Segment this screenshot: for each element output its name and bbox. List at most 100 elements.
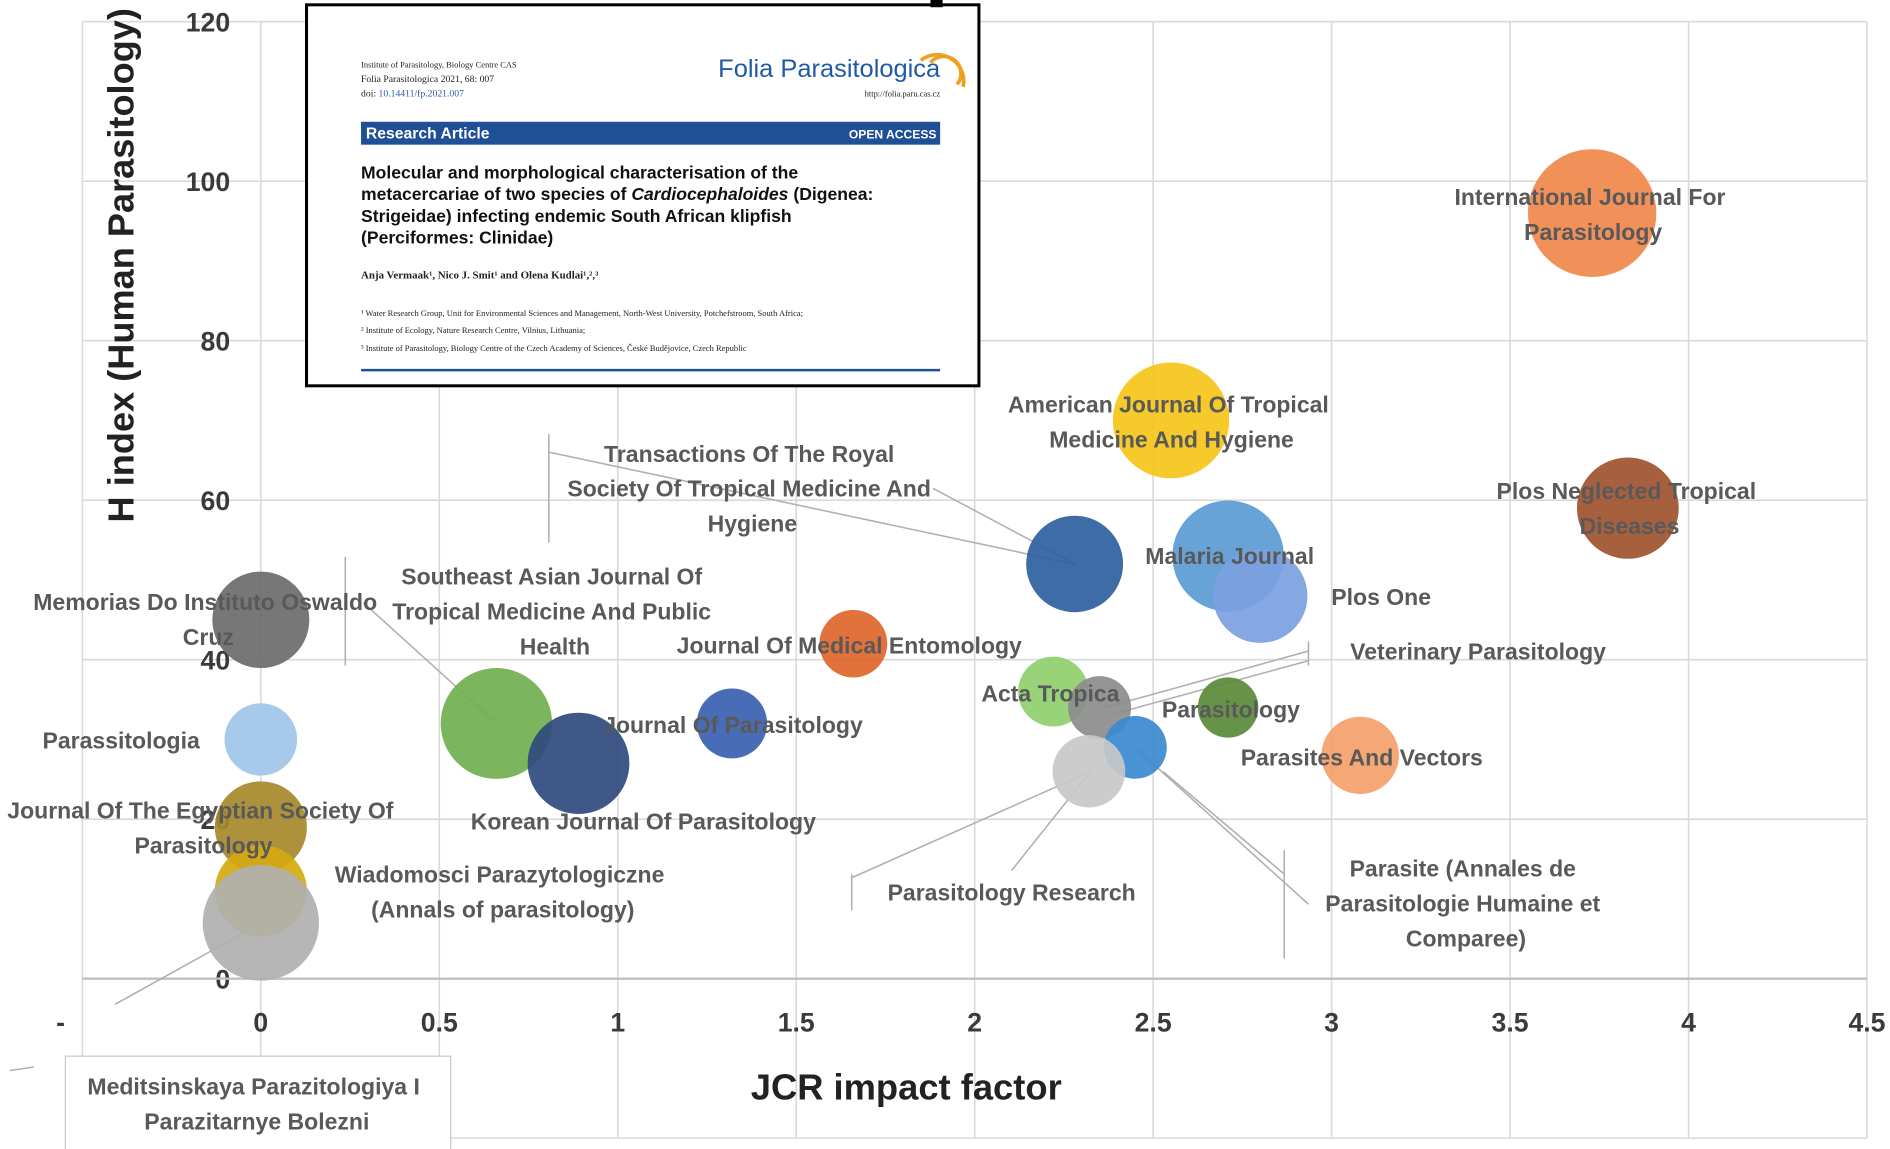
label-line: Parasitology xyxy=(1162,696,1300,722)
title-line: Molecular and morphological characterisa… xyxy=(361,162,798,182)
bubble xyxy=(1528,149,1656,277)
label-box xyxy=(65,1056,450,1149)
y-tick-label: 60 xyxy=(201,486,231,516)
label-line: Transactions Of The Royal xyxy=(604,441,901,467)
leader-line xyxy=(1136,749,1308,905)
label-line: Korean Journal Of Parasitology xyxy=(471,809,816,835)
journal-url: http://folia.paru.cas.cz xyxy=(865,88,941,98)
label-line: Parassitologia xyxy=(43,728,201,754)
doi-link: 10.14411/fp.2021.007 xyxy=(379,88,465,99)
leader-line xyxy=(549,452,1076,564)
affiliation: ¹ Water Research Group, Unit for Environ… xyxy=(361,308,803,318)
label-line: American Journal Of Tropical xyxy=(1008,391,1335,417)
bubble-label: Journal Of Parasitology xyxy=(603,712,863,738)
y-axis-title: H index (Human Parasitology) xyxy=(100,8,141,522)
page: {"chart_data": { "type": "bubble", "x_la… xyxy=(0,0,1890,1149)
label-line: Journal Of Parasitology xyxy=(603,712,863,738)
affiliation: ² Institute of Ecology, Nature Research … xyxy=(361,325,585,335)
authors: Anja Vermaak¹, Nico J. Smit¹ and Olena K… xyxy=(361,270,599,282)
article-inset: Institute of Parasitology, Biology Centr… xyxy=(307,0,979,386)
bubble-label: Acta Tropica xyxy=(981,681,1119,707)
bubble xyxy=(224,703,297,775)
label-line: Journal Of The Egyptian Society Of xyxy=(7,798,399,824)
label-line: Tropical Medicine And Public xyxy=(392,599,717,625)
bubble-label: Memorias Do Instituto Oswaldo Cruz xyxy=(33,589,383,650)
y-tick-label: 120 xyxy=(186,7,230,37)
label-line: Plos One xyxy=(1331,584,1431,610)
label-line: Diseases xyxy=(1580,513,1680,539)
y-tick-label: 100 xyxy=(186,167,230,197)
title-italic: Cardiocephaloides xyxy=(631,184,788,204)
bubble xyxy=(212,572,309,668)
x-tick-label: 1.5 xyxy=(778,1008,815,1038)
label-line: Wiadomosci Parazytologiczne xyxy=(335,862,671,888)
label-line: Memorias Do Instituto Oswaldo xyxy=(33,589,383,615)
doi-prefix: doi: xyxy=(361,88,376,99)
label-line: Acta Tropica xyxy=(981,681,1119,707)
label-line: Parasitology Research xyxy=(888,880,1136,906)
x-tick-label: 1 xyxy=(610,1008,625,1038)
x-tick-label: 2.5 xyxy=(1135,1008,1172,1038)
bubble xyxy=(1026,516,1123,612)
label-line: Meditsinskaya Parazitologiya I xyxy=(87,1074,426,1100)
bubble-label: Malaria Journal xyxy=(1145,543,1314,569)
label-line: Southeast Asian Journal Of xyxy=(401,564,708,590)
leader-line xyxy=(852,772,1091,878)
bubble-label: Parasite (Annales de Parasitologie Humai… xyxy=(1325,856,1606,952)
x-tick-label: 3 xyxy=(1324,1008,1339,1038)
x-tick-label: 2 xyxy=(967,1008,982,1038)
label-line: Hygiene xyxy=(708,511,798,537)
bubble-label: Parasitology xyxy=(1162,696,1300,722)
x-tick-label: 3.5 xyxy=(1492,1008,1529,1038)
label-line: Society Of Tropical Medicine And xyxy=(567,476,937,502)
label-line: Parasitology xyxy=(1524,219,1662,245)
label-line: Parasite (Annales de xyxy=(1350,856,1583,882)
leader-line xyxy=(1163,772,1284,874)
label-line: Comparee) xyxy=(1406,925,1526,951)
journal-logo: Folia Parasitologica xyxy=(718,55,941,83)
bubble-label: Southeast Asian Journal Of Tropical Medi… xyxy=(392,564,717,660)
inset-mark xyxy=(930,0,942,7)
leader-line xyxy=(10,1067,34,1071)
journal-issue: Folia Parasitologica 2021, 68: 007 xyxy=(361,74,494,85)
label-line: Parasitology xyxy=(134,833,272,859)
label-line: Parasitologie Humaine et xyxy=(1325,891,1606,917)
bubble xyxy=(1113,363,1229,479)
bubble-label: Parasites And Vectors xyxy=(1241,745,1483,771)
label-line: Parasites And Vectors xyxy=(1241,745,1483,771)
label-line: Cruz xyxy=(183,624,234,650)
x-tick-label: 0 xyxy=(253,1008,268,1038)
label-line: Medicine And Hygiene xyxy=(1049,426,1294,452)
label-line: (Annals of parasitology) xyxy=(371,897,634,923)
bubble-label: Parassitologia xyxy=(43,728,201,754)
label-line: International Journal For xyxy=(1454,184,1731,210)
affiliation: ³ Institute of Parasitology, Biology Cen… xyxy=(361,343,747,353)
bubble xyxy=(203,865,319,981)
chart: -20020406080100120-00.511.522.533.544.5 … xyxy=(0,0,1890,1149)
bubble-label: Parasitology Research xyxy=(888,880,1136,906)
label-line: Veterinary Parasitology xyxy=(1350,639,1606,665)
title-line: (Perciformes: Clinidae) xyxy=(361,228,553,248)
bubble xyxy=(1577,458,1679,559)
bubble-label: Journal Of Medical Entomology xyxy=(677,633,1022,659)
bubble-label: Plos One xyxy=(1331,584,1431,610)
x-tick-label: 4 xyxy=(1681,1008,1696,1038)
label-line: Malaria Journal xyxy=(1145,543,1314,569)
section: Research Article xyxy=(366,126,490,143)
title-line: Strigeidae) infecting endemic South Afri… xyxy=(361,206,792,226)
x-tick-label: - xyxy=(56,1008,65,1038)
x-axis-title: JCR impact factor xyxy=(751,1067,1062,1108)
title-line: metacercariae of two species of Cardioce… xyxy=(361,184,873,204)
label-line: Journal Of Medical Entomology xyxy=(677,633,1022,659)
label-line: Plos Neglected Tropical xyxy=(1497,478,1763,504)
institute: Institute of Parasitology, Biology Centr… xyxy=(361,60,517,70)
x-tick-label: 4.5 xyxy=(1848,1008,1885,1038)
title-part: metacercariae of two species of xyxy=(361,184,627,204)
bubble xyxy=(1053,735,1126,807)
access: OPEN ACCESS xyxy=(849,128,937,142)
doi: doi: 10.14411/fp.2021.007 xyxy=(361,88,464,99)
x-tick-label: 0.5 xyxy=(421,1008,458,1038)
bubble-label: Veterinary Parasitology xyxy=(1350,639,1606,665)
label-line: Parazitarnye Bolezni xyxy=(144,1109,369,1135)
label-line: Health xyxy=(520,634,590,660)
